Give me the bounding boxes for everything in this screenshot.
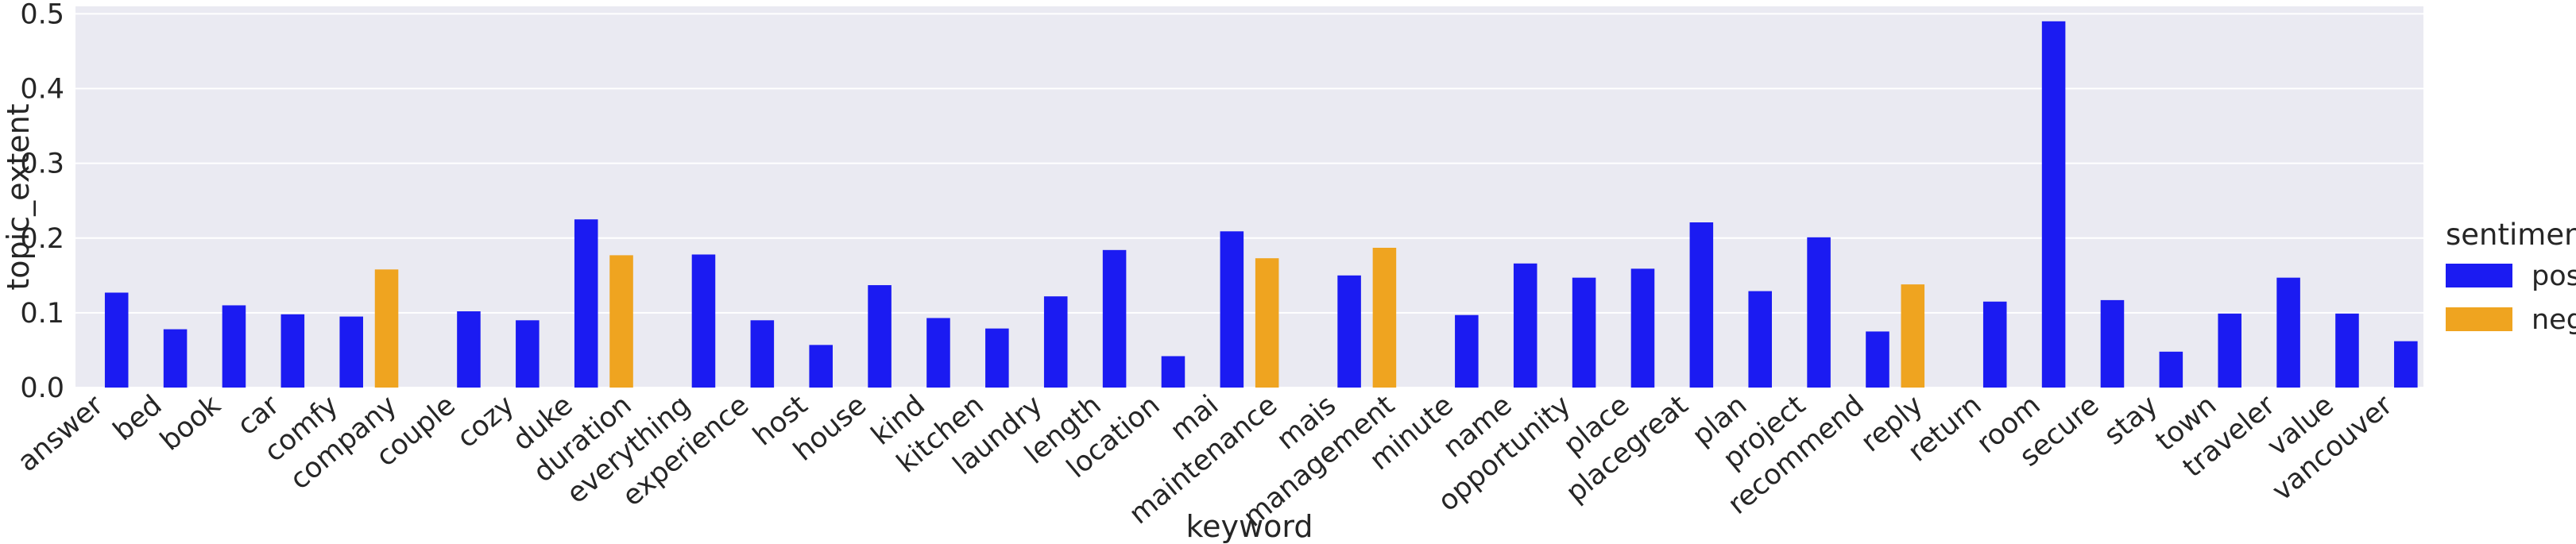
bar-pos-mai [1220,231,1244,388]
y-tick-label: 0.2 [20,223,64,255]
legend-label-neg: neg [2532,304,2576,336]
bar-pos-house [868,285,892,388]
bar-pos-comfy [339,316,363,388]
bar-pos-car [280,314,305,388]
plot-area [75,6,2423,388]
bar-pos-length [1102,249,1127,388]
bar-pos-answer [104,292,129,388]
bar-pos-vancouver [2394,341,2418,388]
bar-pos-opportunity [1572,277,1596,388]
x-tick-label: cozy [451,389,520,454]
x-axis-label: keyword [1186,509,1313,544]
y-axis-label: topic_extent [1,103,36,290]
bar-pos-placegreat [1689,222,1714,388]
bar-pos-traveler [2276,277,2300,388]
bar-neg-maintenance [1255,258,1279,388]
bar-neg-reply [1901,284,1925,388]
bar-pos-minute [1455,314,1479,388]
bar-pos-experience [750,320,775,388]
bar-pos-value [2335,313,2359,388]
bar-pos-duke [574,219,598,388]
bar-pos-bed [163,329,188,388]
bar-pos-secure [2100,299,2125,388]
y-tick-label: 0.4 [20,74,64,106]
y-tick-label: 0.0 [20,372,64,404]
bar-pos-recommend [1866,331,1889,388]
bar-pos-kitchen [985,328,1009,388]
legend: sentiment pos neg [2446,218,2576,336]
bar-pos-cozy [516,320,540,388]
bar-pos-room [2041,21,2066,388]
bar-pos-place [1630,268,1655,388]
legend-title: sentiment [2446,218,2576,252]
bar-pos-laundry [1043,296,1068,388]
y-axis-ticks: 0.0 0.1 0.2 0.3 0.4 0.5 [20,0,64,404]
bar-neg-duration [609,255,633,388]
bar-pos-stay [2159,351,2183,388]
bar-pos-everything [691,254,716,388]
x-tick-label: book [154,389,227,457]
legend-swatch-pos [2446,264,2512,287]
legend-swatch-neg [2446,307,2512,331]
bar-pos-plan [1748,291,1772,388]
y-tick-label: 0.5 [20,0,64,30]
bar-pos-name [1513,263,1537,388]
bar-pos-book [222,305,246,388]
bar-neg-management [1372,248,1397,388]
bar-neg-company [374,269,399,388]
bar-pos-location [1161,356,1186,388]
bar-pos-mais [1337,275,1361,388]
bar-pos-kind [926,318,950,388]
bars [104,21,2418,388]
legend-label-pos: pos [2532,260,2576,292]
bar-pos-town [2218,313,2241,388]
bar-pos-return [1982,301,2007,388]
bar-pos-project [1807,237,1831,388]
x-tick-label: stay [2098,389,2164,451]
y-tick-label: 0.1 [20,298,64,330]
bar-pos-host [809,345,833,388]
bar-pos-couple [457,311,481,388]
y-tick-label: 0.3 [20,149,64,180]
